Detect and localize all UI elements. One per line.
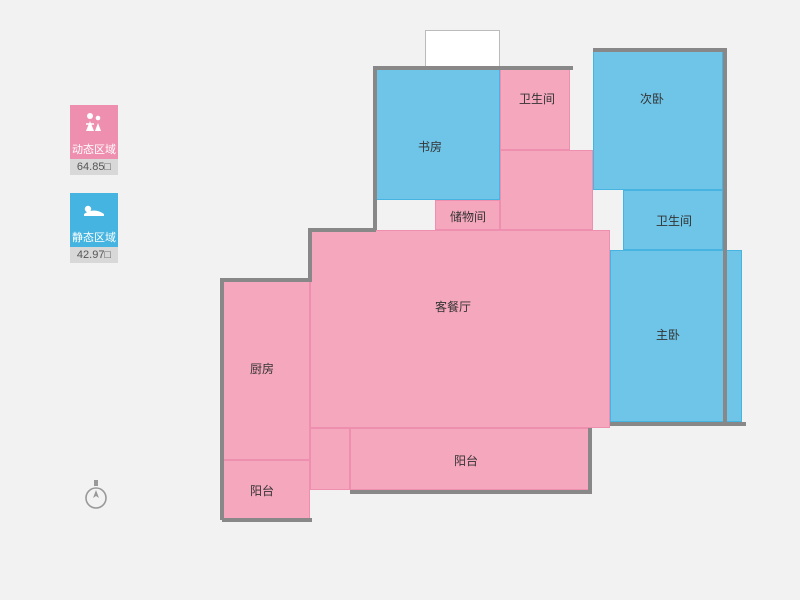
room-living [310, 230, 610, 428]
legend-static-value: 42.97□ [70, 247, 118, 263]
wall-segment [373, 66, 377, 230]
top-notch [425, 30, 500, 68]
legend-static: 静态区域 42.97□ [65, 193, 123, 263]
room-bath1 [500, 68, 570, 150]
people-icon [70, 105, 118, 139]
floorplan: 书房卫生间次卧储物间卫生间客餐厅主卧厨房阳台阳台 [200, 20, 760, 580]
wall-segment [723, 48, 727, 424]
wall-segment [350, 490, 592, 494]
compass-icon [82, 478, 110, 506]
wall-segment [593, 48, 725, 52]
legend-dynamic-label: 动态区域 [70, 139, 118, 159]
wall-segment [375, 66, 573, 70]
legend: 动态区域 64.85□ 静态区域 42.97□ [65, 105, 123, 281]
wall-segment [308, 228, 376, 232]
wall-segment [588, 428, 592, 492]
room-balcony_s [222, 460, 310, 520]
room-balcony_l [350, 428, 590, 490]
legend-dynamic: 动态区域 64.85□ [65, 105, 123, 175]
wall-segment [220, 280, 224, 520]
sleep-icon [70, 193, 118, 227]
legend-static-label: 静态区域 [70, 227, 118, 247]
room-corridor [500, 150, 593, 230]
legend-dynamic-value: 64.85□ [70, 159, 118, 175]
wall-segment [308, 228, 312, 280]
room-bed2 [593, 50, 723, 190]
room-study [375, 68, 500, 200]
room-entry [310, 428, 350, 490]
wall-segment [222, 518, 312, 522]
room-storage [435, 200, 500, 230]
wall-segment [610, 422, 746, 426]
room-bath2 [623, 190, 723, 250]
room-kitchen [222, 280, 310, 460]
wall-segment [220, 278, 312, 282]
